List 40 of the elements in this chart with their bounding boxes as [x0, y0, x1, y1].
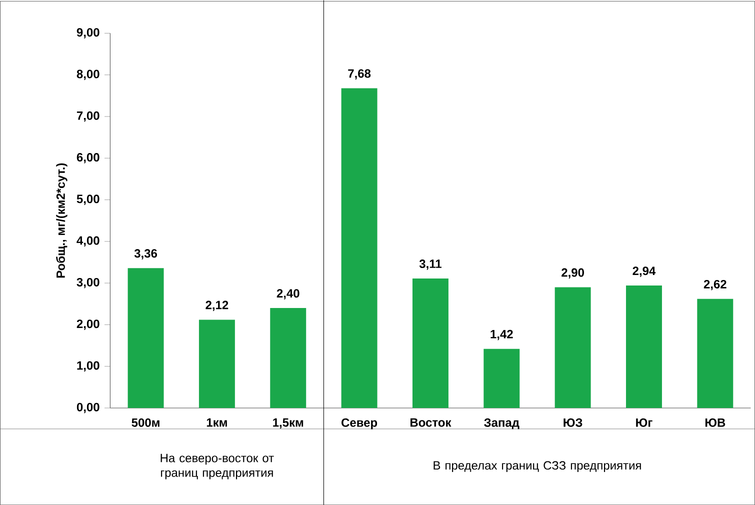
data-label: 1,42	[490, 330, 513, 340]
y-tick-label: 8,00	[76, 70, 100, 80]
text: На северо-восток от границ предприятия	[160, 454, 274, 480]
x-tick-label: Север	[342, 418, 378, 430]
x-tick-label: 1,5км	[273, 418, 304, 428]
x-tick-label: ЮЗ	[564, 418, 582, 427]
bar	[270, 308, 306, 408]
y-tick-label: 9,00	[76, 28, 100, 38]
bar	[128, 268, 164, 408]
data-label: 2,12	[206, 300, 228, 311]
data-label: 3,11	[419, 259, 442, 270]
y-tick-label: 6,00	[76, 152, 100, 164]
data-label: 2,94	[632, 266, 656, 277]
x-tick-label: 1км	[206, 418, 227, 427]
x-tick-label: Восток	[410, 418, 452, 427]
y-axis-title: Робщ., мг/(км2*сут.)	[56, 163, 68, 278]
bar	[697, 298, 734, 408]
bar	[554, 287, 591, 408]
bar	[412, 278, 448, 408]
y-tick-label: 1,00	[77, 361, 100, 372]
x-tick-label: Юг	[636, 418, 652, 427]
bar	[484, 348, 520, 408]
y-tick-label: 4,00	[76, 236, 100, 246]
y-tick-label: 0,00	[76, 402, 100, 414]
data-label: 2,62	[704, 280, 726, 290]
text: В пределах границ СЗЗ предприятия	[434, 461, 641, 472]
bar	[626, 285, 662, 408]
data-label: 3,36	[134, 249, 158, 260]
data-label: 7,68	[348, 69, 371, 80]
x-tick-label: 500м	[132, 418, 160, 427]
bar	[198, 320, 235, 408]
x-tick-label: ЮВ	[705, 418, 726, 427]
data-label: 2,40	[276, 289, 300, 300]
bar	[341, 88, 378, 408]
x-tick-label: Запад	[484, 418, 520, 430]
y-tick-label: 5,00	[76, 194, 100, 205]
y-tick-label: 3,00	[76, 278, 100, 288]
data-label: 2,90	[562, 268, 584, 278]
y-tick-label: 7,00	[76, 111, 100, 122]
y-tick-label: 2,00	[76, 320, 100, 330]
